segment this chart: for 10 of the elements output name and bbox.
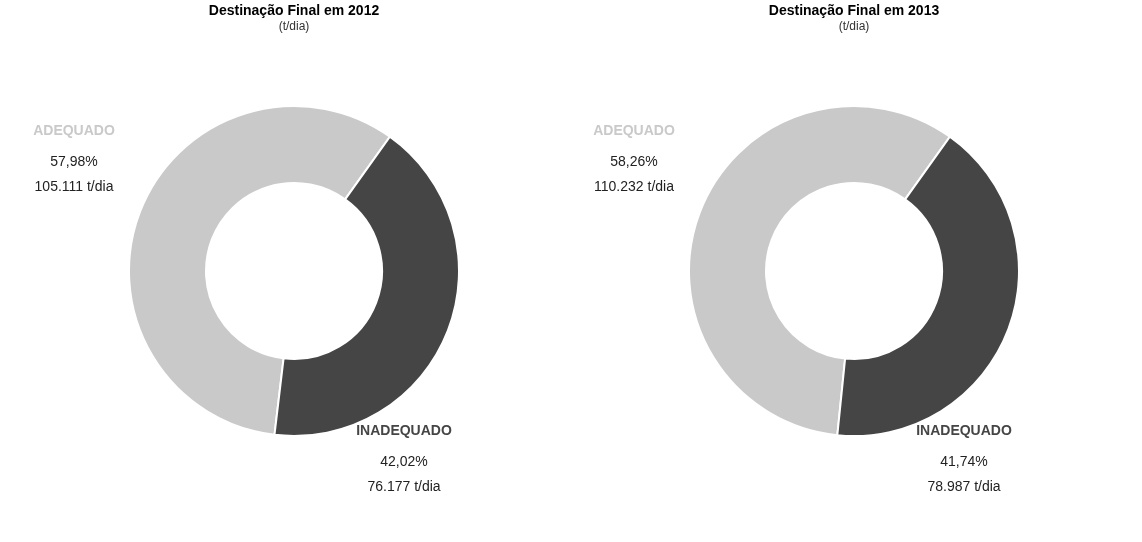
slice-label: INADEQUADO [356, 422, 452, 438]
data-label: 42,02% 76.177 t/dia [367, 453, 441, 494]
chart-title: Destinação Final em 2012 [208, 2, 380, 18]
chart-title: Destinação Final em 2013 [768, 2, 940, 18]
data-label: 58,26% 110.232 t/dia [594, 153, 675, 194]
chart-subtitle: (t/dia) [278, 19, 310, 33]
data-label: 57,98% 105.111 t/dia [34, 153, 114, 194]
slice-label: INADEQUADO [916, 422, 1012, 438]
chart-subtitle: (t/dia) [838, 19, 870, 33]
data-label: 41,74% 78.987 t/dia [927, 453, 1001, 494]
